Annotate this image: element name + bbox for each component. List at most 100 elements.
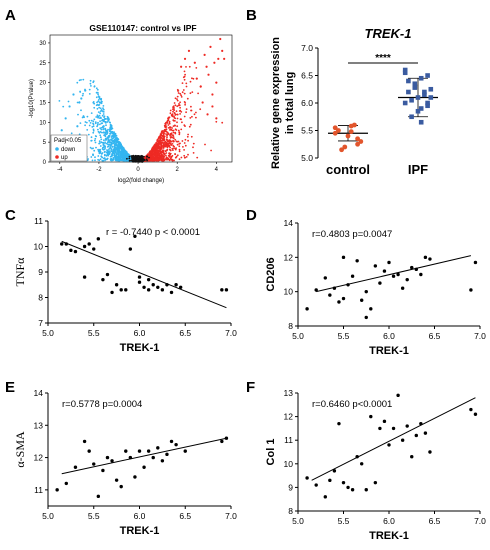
data-point: [473, 412, 478, 416]
volcano-point: [176, 154, 179, 157]
volcano-point: [123, 148, 126, 151]
volcano-point-ns: [128, 155, 131, 158]
volcano-point: [108, 148, 110, 151]
volcano-point: [102, 146, 105, 149]
volcano-point: [108, 150, 111, 153]
x-axis-label: TREK-1: [120, 525, 160, 537]
volcano-point: [177, 92, 180, 94]
volcano-point: [182, 146, 184, 148]
data-point: [178, 285, 183, 289]
data-point: [350, 274, 355, 278]
volcano-point: [104, 129, 107, 132]
data-point: [469, 407, 473, 412]
x-tick-label: 6.5: [179, 328, 191, 338]
volcano-point: [180, 96, 183, 98]
data-point: [355, 259, 359, 263]
volcano-point: [170, 136, 173, 138]
volcano-point: [95, 104, 98, 107]
volcano-point: [177, 140, 180, 143]
data-point: [473, 260, 478, 265]
volcano-point: [183, 149, 186, 151]
correlation-annotation: r=0.4803 p=0.0047: [312, 229, 392, 240]
volcano-point: [120, 146, 122, 148]
data-point: [378, 426, 382, 431]
volcano-point: [170, 143, 172, 146]
volcano-point: [166, 120, 169, 122]
data-point: [387, 260, 391, 265]
volcano-point: [178, 133, 181, 136]
volcano-point: [182, 76, 185, 79]
volcano-point: [163, 138, 166, 141]
volcano-point: [79, 122, 82, 124]
volcano-point: [199, 108, 202, 111]
data-point: [156, 285, 160, 289]
volcano-point: [92, 153, 94, 156]
volcano-point: [221, 121, 224, 124]
x-tick-label: 6.5: [429, 331, 441, 341]
volcano-point: [172, 110, 174, 113]
volcano-point: [174, 156, 177, 159]
volcano-point: [215, 120, 218, 123]
volcano-point: [174, 153, 176, 155]
legend-label-up: up: [61, 155, 68, 161]
volcano-point: [76, 81, 79, 84]
data-point: [114, 283, 119, 287]
data-point: [105, 455, 110, 460]
volcano-point: [174, 147, 177, 150]
volcano-point: [96, 114, 99, 117]
volcano-point: [175, 129, 178, 131]
volcano-point: [96, 125, 98, 128]
data-point: [414, 267, 418, 272]
volcano-point: [152, 154, 154, 157]
volcano-point: [94, 156, 96, 159]
volcano-point: [95, 146, 97, 149]
data-point: [350, 488, 355, 492]
data-point: [169, 290, 174, 295]
volcano-point: [177, 104, 180, 107]
volcano-point: [180, 111, 183, 113]
volcano-point: [109, 127, 112, 130]
volcano-point: [192, 152, 195, 154]
volcano-point-up: [211, 93, 214, 96]
volcano-point: [97, 93, 99, 96]
volcano-point: [58, 100, 61, 102]
volcano-point: [108, 130, 111, 133]
dotplot-title: TREK-1: [365, 26, 412, 41]
data-point: [328, 293, 332, 297]
volcano-point: [107, 119, 110, 122]
volcano-point: [99, 145, 102, 147]
data-point: [133, 234, 137, 238]
volcano-point: [178, 158, 181, 161]
volcano-point: [190, 109, 192, 112]
volcano-point: [86, 129, 89, 131]
y-tick-label: 14: [34, 388, 44, 398]
volcano-point-up: [207, 73, 210, 76]
volcano-point: [172, 149, 174, 152]
ipf-data-point: [409, 114, 414, 120]
volcano-point: [102, 127, 105, 129]
correlation-annotation: r=0.5778 p=0.0004: [62, 399, 142, 410]
volcano-point: [110, 148, 113, 151]
data-point: [101, 468, 105, 473]
data-point: [82, 244, 87, 249]
ipf-data-point: [402, 67, 408, 73]
y-tick-label: 12: [284, 412, 294, 422]
data-point: [69, 248, 73, 253]
volcano-point: [173, 115, 175, 118]
volcano-point: [165, 152, 168, 154]
volcano-point: [168, 126, 171, 128]
volcano-point: [97, 121, 99, 124]
volcano-point: [192, 77, 195, 80]
volcano-point-up: [206, 113, 209, 116]
regression-line: [61, 437, 227, 475]
volcano-point: [174, 131, 177, 134]
volcano-point: [101, 152, 104, 154]
volcano-point: [176, 113, 179, 116]
volcano-point: [77, 113, 79, 116]
data-point: [73, 465, 78, 469]
volcano-point: [114, 144, 116, 147]
volcano-point-ns: [135, 157, 138, 160]
volcano-point: [192, 142, 195, 145]
volcano-point: [100, 109, 103, 111]
